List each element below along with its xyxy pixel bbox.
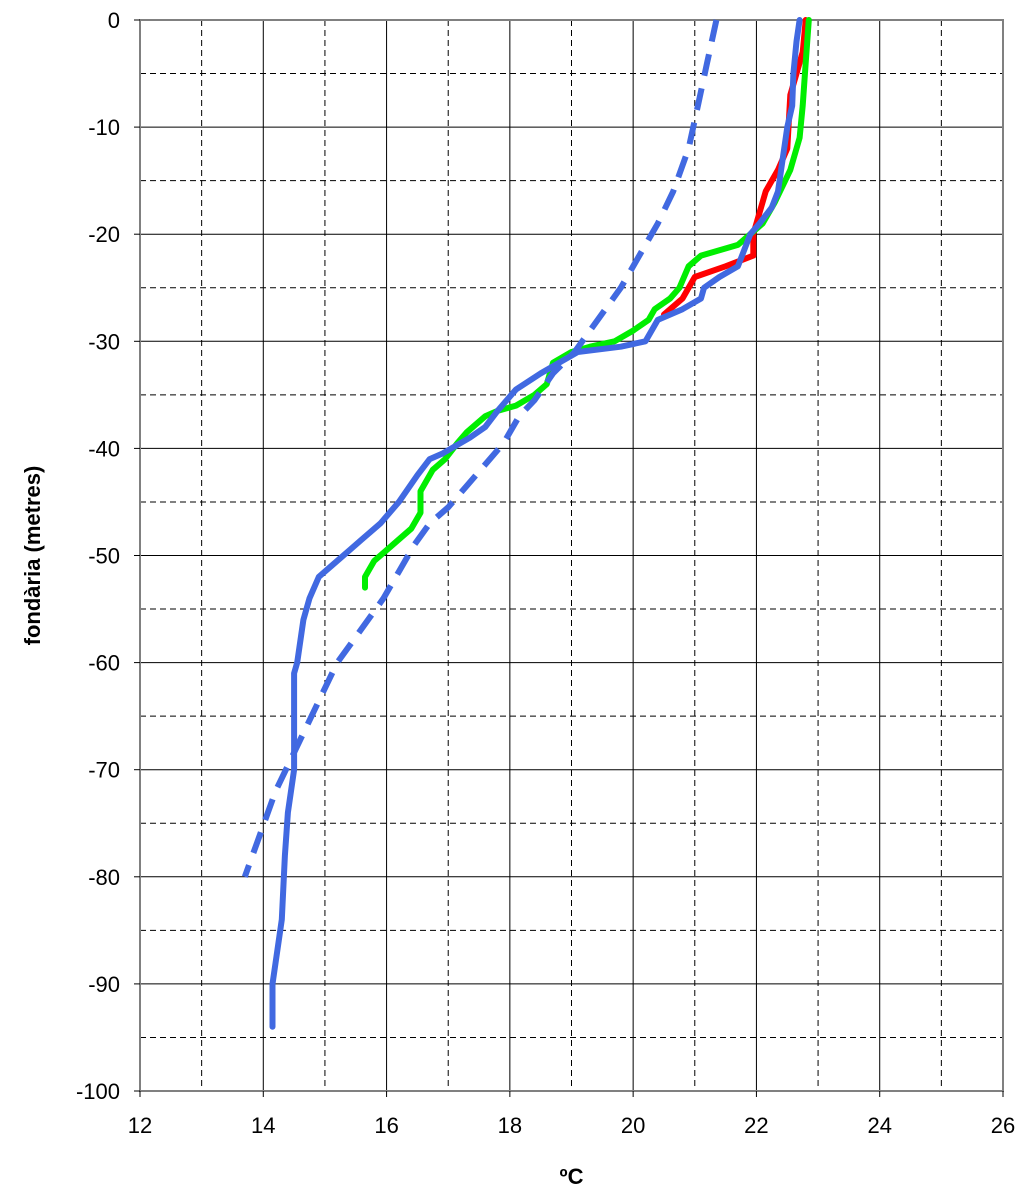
y-tick-label: -40 [88,436,120,461]
y-axis-title: fondària (metres) [20,466,45,646]
data-series [241,17,812,1030]
y-tick-label: -20 [88,222,120,247]
y-tick-label: -60 [88,651,120,676]
y-tick-label: -100 [76,1079,120,1104]
x-tick-label: 18 [498,1113,522,1138]
series-line-4 [241,19,720,878]
y-tick-label: -50 [88,544,120,569]
x-tick-label: 24 [867,1113,891,1138]
y-tick-label: -30 [88,329,120,354]
x-tick-label: 26 [991,1113,1015,1138]
y-tick-label: -90 [88,972,120,997]
y-tick-label: -80 [88,865,120,890]
x-tick-label: 16 [374,1113,398,1138]
y-axis-ticks: 0 -10 -20 -30 -40 -50 -60 -70 -80 -90 -100 [76,8,140,1104]
x-axis-ticks: 12 14 16 18 20 22 24 26 [128,1091,1015,1138]
x-tick-label: 12 [128,1113,152,1138]
x-tick-label: 14 [251,1113,275,1138]
y-tick-label: -70 [88,758,120,783]
x-axis-title: ºC [560,1164,584,1189]
y-tick-label: 0 [108,8,120,33]
x-tick-label: 22 [744,1113,768,1138]
x-tick-label: 20 [621,1113,645,1138]
y-tick-label: -10 [88,115,120,140]
